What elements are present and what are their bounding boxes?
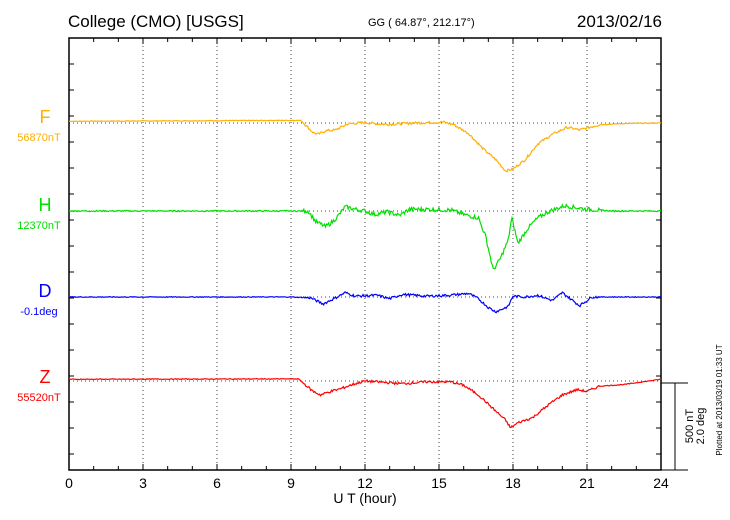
series-baseline-h: 12370nT	[17, 220, 61, 232]
plotted-note: Plotted at 2013/03/19 01:33 UT	[715, 344, 724, 455]
x-axis-label: U T (hour)	[333, 490, 396, 506]
scale-label-nt: 500 nT	[684, 409, 696, 444]
chart-title: College (CMO) [USGS]	[68, 12, 244, 31]
chart-subtitle: GG ( 64.87°, 212.17°)	[368, 17, 475, 29]
x-tick-label: 18	[505, 475, 521, 491]
series-line-h	[68, 203, 662, 270]
series-line-z	[68, 377, 662, 429]
series-label-z: Z	[39, 367, 51, 387]
series-label-d: D	[38, 281, 52, 301]
x-tick-label: 6	[213, 475, 221, 491]
series-line-d	[68, 291, 662, 314]
series-label-f: F	[39, 107, 51, 127]
x-tick-label: 15	[431, 475, 447, 491]
x-tick-label: 0	[65, 475, 73, 491]
series-baseline-d: -0.1deg	[20, 306, 58, 318]
series-baseline-z: 55520nT	[17, 392, 61, 404]
chart-date: 2013/02/16	[576, 12, 662, 31]
x-tick-label: 24	[653, 475, 669, 491]
x-tick-label: 9	[287, 475, 295, 491]
series-baseline-f: 56870nT	[17, 132, 61, 144]
x-tick-label: 12	[357, 475, 373, 491]
x-tick-label: 3	[139, 475, 147, 491]
series-label-h: H	[38, 195, 52, 215]
scale-label-deg: 2.0 deg	[695, 408, 707, 445]
x-tick-label: 21	[579, 475, 595, 491]
series-line-f	[68, 119, 662, 173]
